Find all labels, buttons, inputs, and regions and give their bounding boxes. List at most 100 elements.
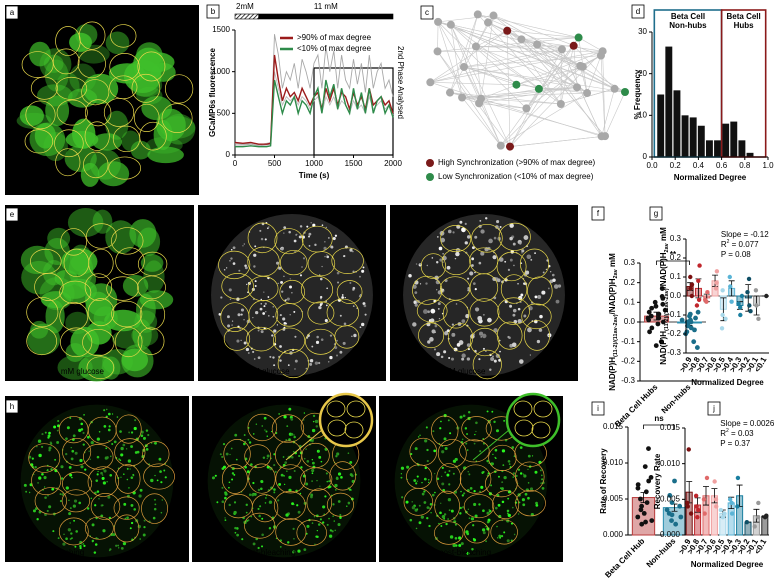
speck [541,290,546,295]
speck [142,436,146,440]
speck [319,277,323,281]
y-tick-label: 30 [638,27,647,36]
speck [334,234,338,237]
cell-outline [437,439,467,468]
data-point [687,313,692,319]
speck [328,480,331,483]
data-point [747,303,752,308]
speck [23,483,27,487]
y-axis-label-part: mM [608,253,617,269]
y-tick-label: -0.2 [667,329,681,338]
speck [359,294,362,296]
speck [119,430,122,433]
speck [234,526,237,530]
speck [501,449,506,453]
speck [475,430,477,433]
network-edge [500,65,581,146]
network-edge [516,84,588,94]
speck [512,476,514,478]
network-edge [475,45,574,47]
significance-label: ** [670,250,677,259]
speck [271,430,273,433]
speck [221,486,224,489]
fluorescent-cell [92,209,113,234]
speck [50,442,53,445]
speck [439,258,443,262]
speck [65,437,68,441]
speck [224,492,228,496]
zoom-inset [505,392,561,448]
panel-label: c [425,8,429,17]
cell-outline [58,517,89,546]
speck [506,509,510,513]
data-point [688,511,694,516]
speck [352,286,356,290]
speck [416,475,419,478]
data-point [646,317,652,323]
speck [219,453,222,456]
cell-outline [434,490,460,522]
speck [481,333,487,339]
network-node [489,11,498,20]
speck [293,310,296,313]
cell-outline [271,414,305,443]
stat-part: 2 [726,428,729,434]
speck [97,470,99,473]
network-node [433,47,442,56]
y-axis-label: Recovery Rate [653,453,662,509]
speck [447,419,450,422]
speck [312,439,314,441]
speck [454,257,457,260]
data-point [693,315,698,321]
data-point [744,519,750,525]
speck [158,457,162,461]
panel-label-box [591,206,605,221]
speck [466,532,470,536]
speck [421,492,425,496]
speck [253,265,256,268]
speck [96,473,99,476]
speck [257,356,261,360]
speck [527,454,531,458]
network-node [512,80,521,89]
speck [353,333,357,338]
speck [216,501,219,504]
speck [297,549,301,553]
panel-label: j [712,404,715,413]
speck [411,501,413,503]
image-caption: FRAP: 0 sec post-bleaching [196,548,295,557]
speck [233,501,237,504]
speck [279,545,282,548]
speck [328,517,330,520]
speck [124,517,127,520]
speck [425,426,428,429]
speck [43,476,47,480]
speck [362,266,365,269]
speck [138,494,142,498]
speck [125,448,128,450]
data-point [638,496,643,502]
cell-outline [296,519,327,546]
cell-outline [247,413,278,442]
data-point [723,316,728,321]
speck [466,551,470,555]
y-tick-label: 0.3 [670,234,682,243]
speck [349,281,352,284]
network-node [506,142,515,151]
speck [481,471,484,473]
network-node [426,78,435,87]
speck [514,501,518,504]
speck [509,236,513,241]
speck [328,534,333,538]
speck [336,271,340,275]
data-point [659,286,665,291]
speck [423,477,427,481]
cell-outline [334,325,360,349]
speck [252,481,255,485]
speck [130,445,134,448]
speck [153,507,157,511]
speck [500,487,504,491]
speck [551,273,555,277]
speck [118,458,120,460]
